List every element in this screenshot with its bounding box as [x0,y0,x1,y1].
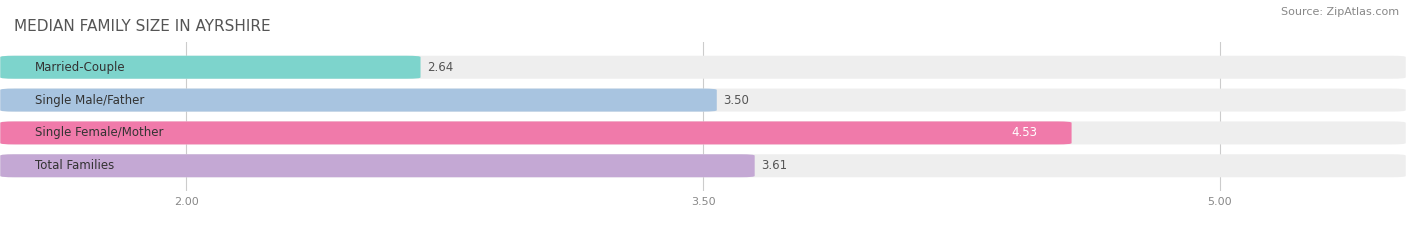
Text: MEDIAN FAMILY SIZE IN AYRSHIRE: MEDIAN FAMILY SIZE IN AYRSHIRE [14,19,271,34]
FancyBboxPatch shape [0,89,717,112]
FancyBboxPatch shape [0,121,1071,144]
Text: 2.64: 2.64 [427,61,454,74]
Text: 3.50: 3.50 [724,94,749,106]
FancyBboxPatch shape [0,56,1406,79]
Text: 4.53: 4.53 [1011,127,1038,139]
FancyBboxPatch shape [0,89,1406,112]
FancyBboxPatch shape [0,121,1406,144]
Text: Single Female/Mother: Single Female/Mother [35,127,163,139]
FancyBboxPatch shape [0,56,420,79]
Text: Married-Couple: Married-Couple [35,61,125,74]
FancyBboxPatch shape [0,154,755,177]
Text: 3.61: 3.61 [762,159,787,172]
Text: Total Families: Total Families [35,159,114,172]
FancyBboxPatch shape [0,154,1406,177]
Text: Single Male/Father: Single Male/Father [35,94,143,106]
Text: Source: ZipAtlas.com: Source: ZipAtlas.com [1281,7,1399,17]
